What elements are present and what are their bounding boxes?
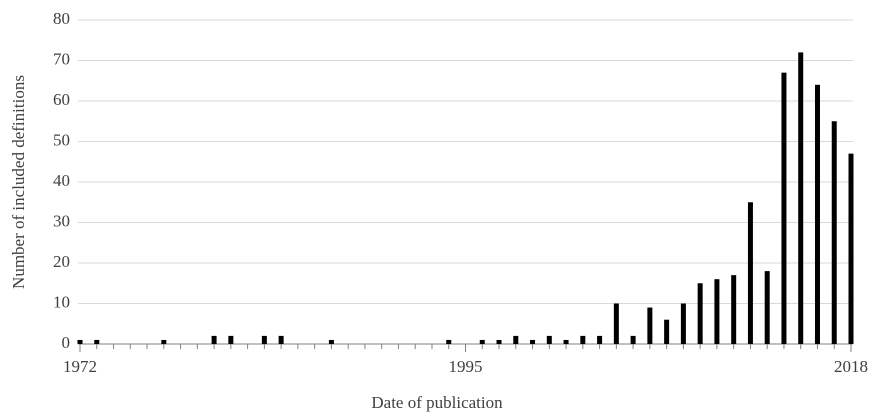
y-tick-label: 30 bbox=[53, 211, 70, 230]
bar bbox=[446, 339, 452, 344]
bar bbox=[580, 335, 586, 344]
bar bbox=[479, 339, 485, 344]
bar bbox=[261, 335, 267, 344]
bar bbox=[513, 335, 519, 344]
y-tick-label: 20 bbox=[53, 252, 70, 271]
y-tick-label: 40 bbox=[53, 171, 70, 190]
bar bbox=[161, 339, 167, 344]
bar bbox=[680, 303, 686, 344]
bar bbox=[613, 303, 619, 344]
y-tick-label: 80 bbox=[53, 9, 70, 28]
y-tick-label: 50 bbox=[53, 130, 70, 149]
bar bbox=[563, 339, 569, 344]
bar bbox=[747, 202, 753, 344]
bar bbox=[764, 271, 770, 344]
bar bbox=[630, 335, 636, 344]
bar bbox=[848, 153, 854, 344]
bar bbox=[597, 335, 603, 344]
x-tick-label: 2018 bbox=[834, 357, 868, 376]
bar bbox=[228, 335, 234, 344]
bar bbox=[831, 121, 837, 344]
bar bbox=[211, 335, 217, 344]
bar bbox=[714, 279, 720, 344]
bar bbox=[647, 307, 653, 344]
y-tick-label: 10 bbox=[53, 292, 70, 311]
x-tick-label: 1995 bbox=[449, 357, 483, 376]
y-tick-label: 60 bbox=[53, 90, 70, 109]
bar bbox=[664, 319, 670, 344]
bar bbox=[731, 275, 737, 344]
x-tick-label: 1972 bbox=[63, 357, 97, 376]
bar bbox=[278, 335, 284, 344]
bar bbox=[697, 283, 703, 344]
bar bbox=[94, 339, 100, 344]
bar bbox=[496, 339, 502, 344]
bar bbox=[798, 52, 804, 345]
bar bbox=[77, 339, 83, 344]
y-tick-label: 0 bbox=[62, 333, 71, 352]
y-axis-label: Number of included definitions bbox=[9, 75, 28, 289]
x-axis-label: Date of publication bbox=[371, 393, 503, 412]
bar bbox=[546, 335, 552, 344]
y-tick-label: 70 bbox=[53, 49, 70, 68]
bar bbox=[814, 84, 820, 345]
bar bbox=[781, 72, 787, 345]
bar bbox=[530, 339, 536, 344]
bar bbox=[328, 339, 334, 344]
